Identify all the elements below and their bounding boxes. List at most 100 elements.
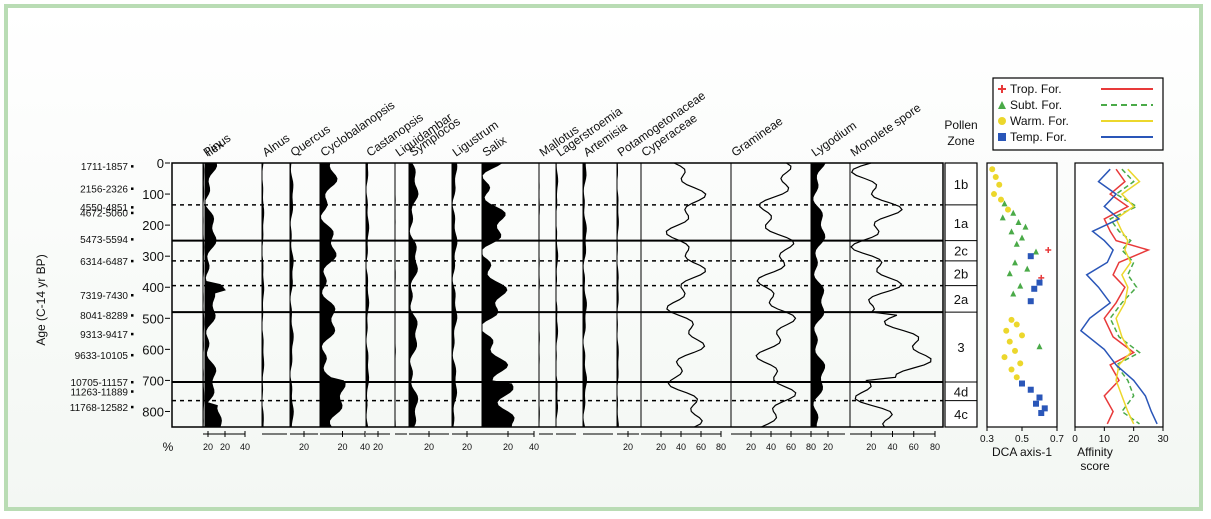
y-tick-label: 600 [142,342,164,357]
dca-point-subt [1008,228,1015,235]
dca-point-temp [1027,298,1034,305]
taxon-name: Alnus [260,131,293,160]
dca-point-trop [1045,246,1052,253]
taxon-x-tick-label: 20 [656,442,666,452]
affinity-line-warm [1115,168,1141,425]
dca-x-tick-label: 0.7 [1050,434,1064,445]
y-tick-label: 800 [142,404,164,419]
affinity-x-tick-label: 20 [1128,434,1140,445]
dca-point-warm [1006,338,1013,345]
zone-column [944,162,978,428]
dca-x-axis-title: DCA axis-1 [992,445,1052,459]
dca-point-temp [1031,285,1038,292]
date-tick [131,259,134,263]
legend-label: Trop. For. [1010,82,1062,96]
taxon-curve-lygodium [811,163,826,427]
dca-point-warm [1017,360,1024,367]
date-label: 9633-10105 [75,351,129,362]
date-tick [131,390,134,393]
taxon-x-tick-label: 40 [529,442,539,452]
zone-label: 3 [957,340,964,355]
taxon-curve-lagerstroemia [556,163,559,427]
date-label: 5473-5594 [80,235,128,246]
legend-marker-square [998,133,1006,141]
taxon-curve-cyclobalanopsis [320,163,346,427]
dca-point-warm [989,166,996,173]
dca-point-warm [991,191,997,198]
taxon-x-tick-label: 20 [220,442,230,452]
zone-label: 2a [954,292,969,307]
dca-point-warm [996,181,1003,188]
dca-point-temp [1027,386,1034,393]
dca-point-subt [999,214,1006,221]
dca-point-warm [1003,327,1010,334]
dca-point-subt [1024,265,1031,272]
legend-label: Warm. For. [1010,114,1069,128]
date-tick [131,187,134,190]
taxon-curve-ligustrum [452,163,458,427]
taxon-curve-alnus [262,163,265,427]
dca-point-warm [1019,332,1025,339]
date-tick [131,332,134,336]
dca-point-warm [1012,347,1018,354]
dca-x-tick-label: 0.3 [980,434,994,445]
date-label: 8041-8289 [80,311,128,322]
dca-point-temp [1027,253,1034,260]
zone-title-line1: Pollen [944,118,977,132]
taxon-x-tick-label: 40 [240,442,250,452]
dca-point-subt [1017,282,1024,289]
date-tick [131,380,134,384]
dca-point-subt [1010,290,1017,297]
taxon-curve-castanopsis [366,163,370,427]
taxon-x-tick-label: 20 [373,442,383,452]
dca-point-subt [1001,200,1008,207]
taxon-name: Monolete spore [848,100,924,159]
affinity-x-axis-title-line1: Affinity [1077,445,1113,459]
date-tick [131,238,134,241]
date-tick [131,165,134,168]
dca-point-warm [992,173,999,180]
taxon-curve-artemisia [583,163,587,427]
taxon-curve-gramineae [755,162,797,428]
date-label: 11768-12582 [70,403,129,414]
zone-title-line2: Zone [947,134,975,148]
dca-panel [986,162,1058,428]
zone-label: 1a [954,216,969,231]
affinity-panel [1074,162,1164,428]
affinity-x-tick-label: 10 [1099,434,1111,445]
y-tick-label: 200 [142,218,164,233]
dca-point-temp [1036,279,1043,286]
zone-label: 4d [954,384,968,399]
dca-point-subt [1033,248,1039,255]
date-tick [131,353,134,357]
taxon-x-tick-label: 20 [746,442,756,452]
zone-label: 4c [954,407,968,422]
affinity-line-subt [1109,168,1141,425]
date-label: 1711-1857 [81,162,129,173]
dca-point-warm [1001,354,1008,361]
legend-marker-triangle [998,101,1006,109]
date-label: 7319-7430 [80,291,128,302]
dca-point-subt [1013,240,1020,247]
taxon-x-tick-label: 20 [299,442,309,452]
date-label: 9313-9417 [80,330,128,341]
y-tick-label: 500 [142,311,164,326]
taxon-x-tick-label: 80 [806,442,816,452]
date-tick [131,314,134,317]
legend-label: Temp. For. [1010,130,1067,144]
dca-point-warm [1005,206,1011,213]
taxon-x-tick-label: 20 [203,442,213,452]
dca-point-temp [1038,410,1045,417]
taxon-x-tick-label: 40 [360,442,370,452]
affinity-x-tick-label: 0 [1072,434,1078,445]
taxon-x-tick-label: 20 [503,442,513,452]
zone-label: 2b [954,266,968,281]
taxon-x-tick-label: 40 [887,442,897,452]
dca-point-temp [1033,400,1039,407]
dca-point-subt [1010,209,1017,216]
taxon-curve-salix [482,163,515,427]
legend-marker-plus [998,85,1006,93]
date-label: 10705-11157 [71,378,129,389]
date-tick [131,405,134,409]
